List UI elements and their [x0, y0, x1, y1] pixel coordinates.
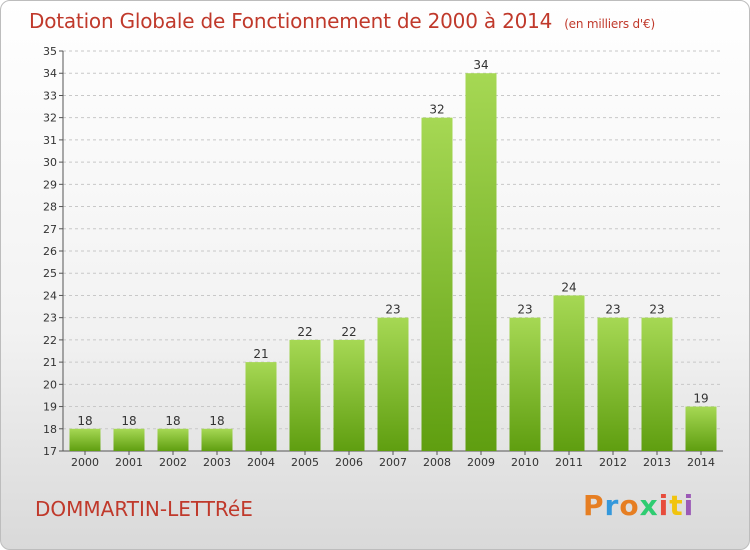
x-tick-label: 2002 [159, 456, 187, 469]
chart-unit-label: (en milliers d'€) [564, 17, 655, 31]
bar [465, 73, 497, 451]
x-tick-label: 2003 [203, 456, 231, 469]
y-tick-label: 23 [43, 312, 57, 325]
data-label: 23 [517, 303, 532, 317]
data-label: 22 [297, 325, 312, 339]
bar [113, 428, 145, 451]
bar [69, 428, 101, 451]
y-tick-label: 33 [43, 89, 57, 102]
data-label: 18 [77, 414, 92, 428]
x-tick-label: 2007 [379, 456, 407, 469]
bar [289, 339, 321, 451]
logo-letter: i [658, 489, 670, 522]
logo-letter: P [583, 489, 605, 522]
x-tick-label: 2009 [467, 456, 495, 469]
bar [597, 317, 629, 451]
y-tick-label: 20 [43, 378, 57, 391]
y-tick-label: 32 [43, 112, 57, 125]
axes: 17 18 19 20 21 22 23 24 25 26 27 28 29 30 31 32 33 34 35 20… [43, 45, 723, 469]
bars [69, 73, 717, 452]
y-tick-label: 34 [43, 67, 57, 80]
bar [245, 362, 277, 451]
y-tick-label: 29 [43, 178, 57, 191]
y-tick-label: 21 [43, 356, 57, 369]
bar [685, 406, 717, 451]
bar [201, 428, 233, 451]
data-label: 32 [429, 103, 444, 117]
y-tick-label: 25 [43, 267, 57, 280]
bar [157, 428, 189, 451]
logo-letter: o [619, 489, 640, 522]
y-tick-label: 24 [43, 289, 57, 302]
y-tick-label: 28 [43, 201, 57, 214]
x-tick-label: 2008 [423, 456, 451, 469]
y-tick-label: 27 [43, 223, 57, 236]
commune-name: DOMMARTIN-LETTRéE [35, 497, 253, 521]
data-label: 18 [209, 414, 224, 428]
bar [421, 117, 453, 452]
data-label: 23 [605, 303, 620, 317]
logo-letter: x [639, 489, 659, 522]
bar [641, 317, 673, 451]
y-tick-label: 35 [43, 45, 57, 58]
data-labels: 18 18 18 18 21 22 22 23 32 34 23 24 23 23 19 [77, 58, 708, 428]
y-tick-label: 17 [43, 445, 57, 458]
data-label: 23 [385, 303, 400, 317]
y-tick-label: 22 [43, 334, 57, 347]
x-tick-label: 2004 [247, 456, 275, 469]
y-tick-label: 19 [43, 401, 57, 414]
logo-letter: r [604, 489, 620, 522]
x-tick-label: 2005 [291, 456, 319, 469]
x-tick-label: 2000 [71, 456, 99, 469]
bar [509, 317, 541, 451]
data-label: 23 [649, 303, 664, 317]
proxiti-logo: Proxiti [583, 489, 694, 522]
x-tick-label: 2011 [555, 456, 583, 469]
bar [553, 295, 585, 451]
data-label: 22 [341, 325, 356, 339]
bar [333, 339, 365, 451]
y-tick-label: 30 [43, 156, 57, 169]
chart-title: Dotation Globale de Fonctionnement de 20… [29, 9, 655, 33]
data-label: 24 [561, 280, 576, 294]
logo-letter: i [683, 489, 695, 522]
x-tick-label: 2010 [511, 456, 539, 469]
logo-letter: t [669, 489, 684, 522]
data-label: 18 [165, 414, 180, 428]
data-label: 19 [693, 392, 708, 406]
x-tick-label: 2012 [599, 456, 627, 469]
data-label: 34 [473, 58, 488, 72]
x-tick-label: 2006 [335, 456, 363, 469]
y-tick-label: 18 [43, 423, 57, 436]
y-tick-label: 26 [43, 245, 57, 258]
data-label: 18 [121, 414, 136, 428]
bar [377, 317, 409, 451]
x-tick-label: 2001 [115, 456, 143, 469]
y-tick-label: 31 [43, 134, 57, 147]
chart-title-text: Dotation Globale de Fonctionnement de 20… [29, 9, 553, 33]
data-label: 21 [253, 347, 268, 361]
x-tick-label: 2013 [643, 456, 671, 469]
x-tick-label: 2014 [687, 456, 715, 469]
